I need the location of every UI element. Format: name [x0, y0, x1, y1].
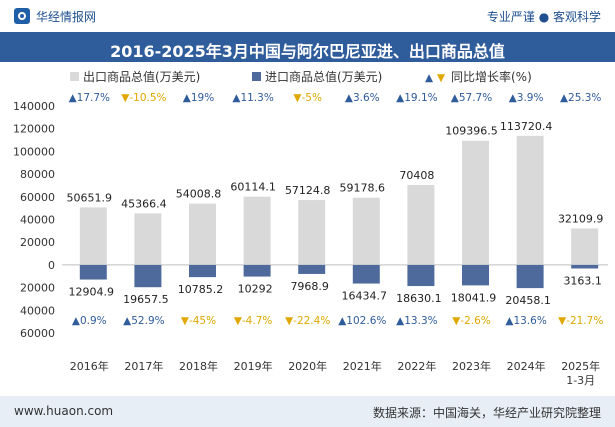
title-bar	[0, 32, 615, 62]
import-value-label: 19657.5	[123, 293, 169, 306]
import-value-label: 16434.7	[342, 290, 388, 303]
export-value-label: 50651.9	[67, 191, 113, 204]
brand-name: 华经情报网	[36, 10, 97, 24]
export-bar	[407, 184, 435, 265]
import-growth-label: ▲102.6%	[338, 315, 386, 327]
x-category-label: 2024年	[507, 359, 546, 373]
legend-import-swatch	[252, 72, 261, 81]
export-value-label: 113720.4	[500, 120, 553, 133]
export-growth-label: ▲17.7%	[69, 92, 110, 104]
export-growth-label: ▲3.6%	[345, 92, 380, 104]
import-bar	[298, 264, 326, 274]
import-bar	[134, 264, 162, 288]
import-value-label: 18630.1	[396, 292, 442, 305]
import-value-label: 7968.9	[290, 280, 329, 293]
huajing-logo-icon	[14, 8, 30, 24]
x-category-label: 2023年	[452, 359, 491, 373]
import-value-label: 10785.2	[178, 283, 224, 296]
x-category-label: 2020年	[288, 359, 327, 373]
import-value-label: 20458.1	[505, 294, 551, 307]
x-category-label: 2018年	[179, 359, 218, 373]
export-bar	[571, 228, 599, 265]
x-category-label: 2022年	[397, 359, 436, 373]
import-bar	[516, 264, 544, 289]
export-bar	[298, 200, 326, 265]
y-tick-label: 120000	[13, 123, 55, 136]
import-growth-label: ▼-22.4%	[285, 315, 330, 327]
export-bar	[134, 213, 162, 265]
footer-website: www.huaon.com	[14, 404, 114, 418]
x-category-label: 2025年	[561, 359, 600, 373]
footer-bar	[0, 396, 615, 427]
legend-up-triangle-icon: ▲	[425, 72, 434, 84]
chart-title: 2016-2025年3月中国与阿尔巴尼亚进、出口商品总值	[110, 42, 505, 61]
import-growth-label: ▲0.9%	[72, 315, 107, 327]
y-tick-label: 40000	[20, 214, 55, 227]
y-tick-label: 20000	[20, 282, 55, 295]
y-tick-label: 40000	[20, 304, 55, 317]
export-growth-label: ▲25.3%	[560, 92, 601, 104]
import-bar	[407, 264, 435, 287]
export-growth-label: ▲19.1%	[396, 92, 437, 104]
footer-source: 数据来源：中国海关，华经产业研究院整理	[372, 406, 601, 420]
export-value-label: 109396.5	[445, 125, 498, 138]
export-value-label: 59178.6	[340, 182, 386, 195]
export-value-label: 54008.8	[176, 188, 222, 201]
y-tick-label: 0	[48, 259, 55, 272]
export-growth-label: ▲19%	[183, 92, 214, 104]
x-category-label: 2016年	[70, 359, 109, 373]
export-bar	[79, 207, 107, 265]
import-growth-label: ▼-2.6%	[452, 315, 491, 327]
x-category-label: 2019年	[234, 359, 273, 373]
export-bar	[516, 135, 544, 265]
export-value-label: 45366.4	[121, 197, 167, 210]
y-tick-label: 80000	[20, 168, 55, 181]
y-tick-label: 20000	[20, 236, 55, 249]
export-bar	[189, 203, 216, 265]
export-value-label: 32109.9	[558, 212, 604, 225]
top-bar: 华经情报网 专业严谨 ● 客观科学	[0, 0, 615, 32]
export-value-label: 57124.8	[285, 184, 331, 197]
import-bar	[243, 264, 271, 277]
export-growth-label: ▲57.7%	[451, 92, 492, 104]
x-category-label: 1-3月	[566, 374, 595, 387]
legend-growth-label: 同比增长率(%)	[451, 69, 532, 84]
import-growth-label: ▲13.6%	[505, 315, 546, 327]
import-value-label: 18041.9	[451, 291, 497, 304]
import-bar	[79, 264, 107, 280]
y-tick-label: 60000	[20, 327, 55, 340]
legend-down-triangle-icon: ▼	[437, 72, 446, 84]
export-growth-label: ▼-5%	[293, 92, 322, 104]
y-tick-label: 100000	[13, 145, 55, 158]
export-bar	[462, 140, 489, 265]
legend-import-label: 进口商品总值(万美元)	[265, 69, 382, 84]
legend-export-label: 出口商品总值(万美元)	[83, 69, 200, 84]
x-category-label: 2017年	[124, 359, 163, 373]
y-tick-label: 140000	[13, 100, 55, 113]
import-bar	[571, 264, 599, 269]
import-growth-label: ▲52.9%	[123, 315, 164, 327]
export-value-label: 70408	[399, 169, 434, 182]
export-growth-label: ▼-10.5%	[121, 92, 166, 104]
import-bar	[189, 264, 216, 278]
export-growth-label: ▲11.3%	[232, 92, 273, 104]
export-bar	[243, 196, 271, 265]
import-growth-label: ▼-4.7%	[234, 315, 273, 327]
import-value-label: 10292	[238, 283, 273, 296]
export-value-label: 60114.1	[230, 181, 276, 194]
import-value-label: 3163.1	[563, 274, 602, 287]
import-bar	[462, 264, 489, 286]
export-growth-label: ▲3.9%	[509, 92, 544, 104]
import-bar	[352, 264, 380, 284]
y-tick-label: 60000	[20, 191, 55, 204]
x-category-label: 2021年	[343, 359, 382, 373]
import-growth-label: ▲13.3%	[396, 315, 437, 327]
legend-export-swatch	[70, 72, 79, 81]
import-growth-label: ▼-45%	[181, 315, 216, 327]
export-bar	[352, 197, 380, 265]
import-growth-label: ▼-21.7%	[558, 315, 603, 327]
import-value-label: 12904.9	[69, 286, 115, 299]
tagline: 专业严谨 ● 客观科学	[486, 10, 601, 24]
